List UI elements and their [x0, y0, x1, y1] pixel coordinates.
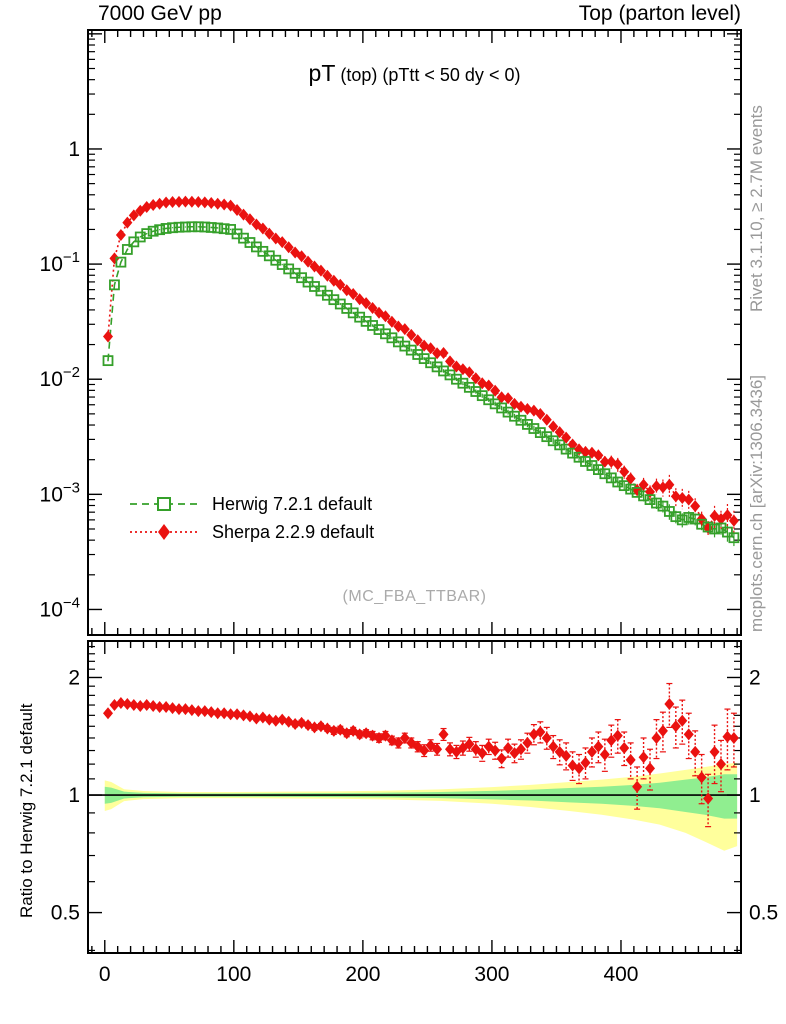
svg-text:2: 2 — [68, 666, 80, 689]
svg-text:1: 1 — [749, 784, 761, 807]
analysis-level-title: Top (parton level) — [578, 2, 741, 25]
plot-title: pT (top) (pTtt < 50 dy < 0) — [88, 60, 741, 87]
analysis-watermark: (MC_FBA_TTBAR) — [342, 588, 487, 605]
svg-text:10−4: 10−4 — [40, 594, 80, 621]
legend-label-sherpa: Sherpa 2.2.9 default — [212, 521, 375, 542]
svg-text:100: 100 — [216, 963, 251, 986]
svg-text:10−3: 10−3 — [40, 479, 80, 506]
plot-title-main: pT — [308, 60, 336, 86]
svg-text:200: 200 — [345, 963, 380, 986]
legend-label-herwig: Herwig 7.2.1 default — [212, 493, 373, 514]
ratio-y-axis-label: Ratio to Herwig 7.2.1 default — [17, 703, 36, 918]
svg-text:400: 400 — [603, 963, 638, 986]
legend-item-herwig: Herwig 7.2.1 default — [128, 490, 374, 518]
herwig-marker-sample — [130, 497, 198, 511]
svg-text:2: 2 — [749, 666, 761, 689]
svg-text:0.5: 0.5 — [749, 902, 778, 925]
svg-text:1: 1 — [68, 784, 80, 807]
svg-text:10−2: 10−2 — [40, 364, 80, 391]
svg-text:0: 0 — [99, 963, 111, 986]
sherpa-marker-sample — [130, 524, 198, 540]
plot-title-cuts: (top) (pTtt < 50 dy < 0) — [335, 65, 521, 85]
svg-text:0.5: 0.5 — [51, 902, 80, 925]
svg-text:300: 300 — [474, 963, 509, 986]
mcplots-arxiv-note: mcplots.cern.ch [arXiv:1306.3436] — [747, 375, 766, 632]
svg-text:1: 1 — [68, 138, 80, 161]
legend: Herwig 7.2.1 default Sherpa 2.2.9 defaul… — [128, 490, 374, 546]
svg-text:10−1: 10−1 — [40, 249, 80, 276]
rivet-version-note: Rivet 3.1.10, ≥ 2.7M events — [747, 105, 766, 312]
legend-item-sherpa: Sherpa 2.2.9 default — [128, 518, 374, 546]
beam-energy-title: 7000 GeV pp — [98, 2, 222, 25]
